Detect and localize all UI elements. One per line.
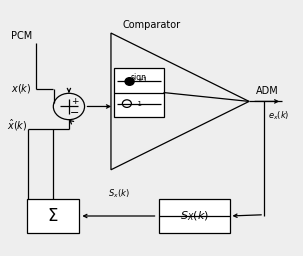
Text: −: − (70, 108, 79, 118)
Text: +: + (71, 98, 78, 106)
Bar (27, 199, 79, 233)
Text: $S_x(k)$: $S_x(k)$ (108, 187, 130, 200)
Text: $e_x(k)$: $e_x(k)$ (268, 109, 289, 122)
Text: $x(k)$: $x(k)$ (11, 82, 32, 95)
Text: ADM: ADM (256, 86, 279, 96)
Text: $\Sigma$: $\Sigma$ (48, 207, 59, 225)
Text: $\hat{x}(k)$: $\hat{x}(k)$ (7, 118, 28, 133)
Text: -1: -1 (135, 101, 142, 107)
Bar (159, 199, 230, 233)
Circle shape (125, 78, 134, 85)
Text: Comparator: Comparator (122, 20, 181, 30)
Text: +1: +1 (137, 78, 148, 83)
Text: PCM: PCM (11, 30, 32, 40)
Text: sign: sign (131, 73, 147, 82)
Bar (114, 69, 164, 116)
Text: $S_X(k)$: $S_X(k)$ (180, 209, 209, 223)
